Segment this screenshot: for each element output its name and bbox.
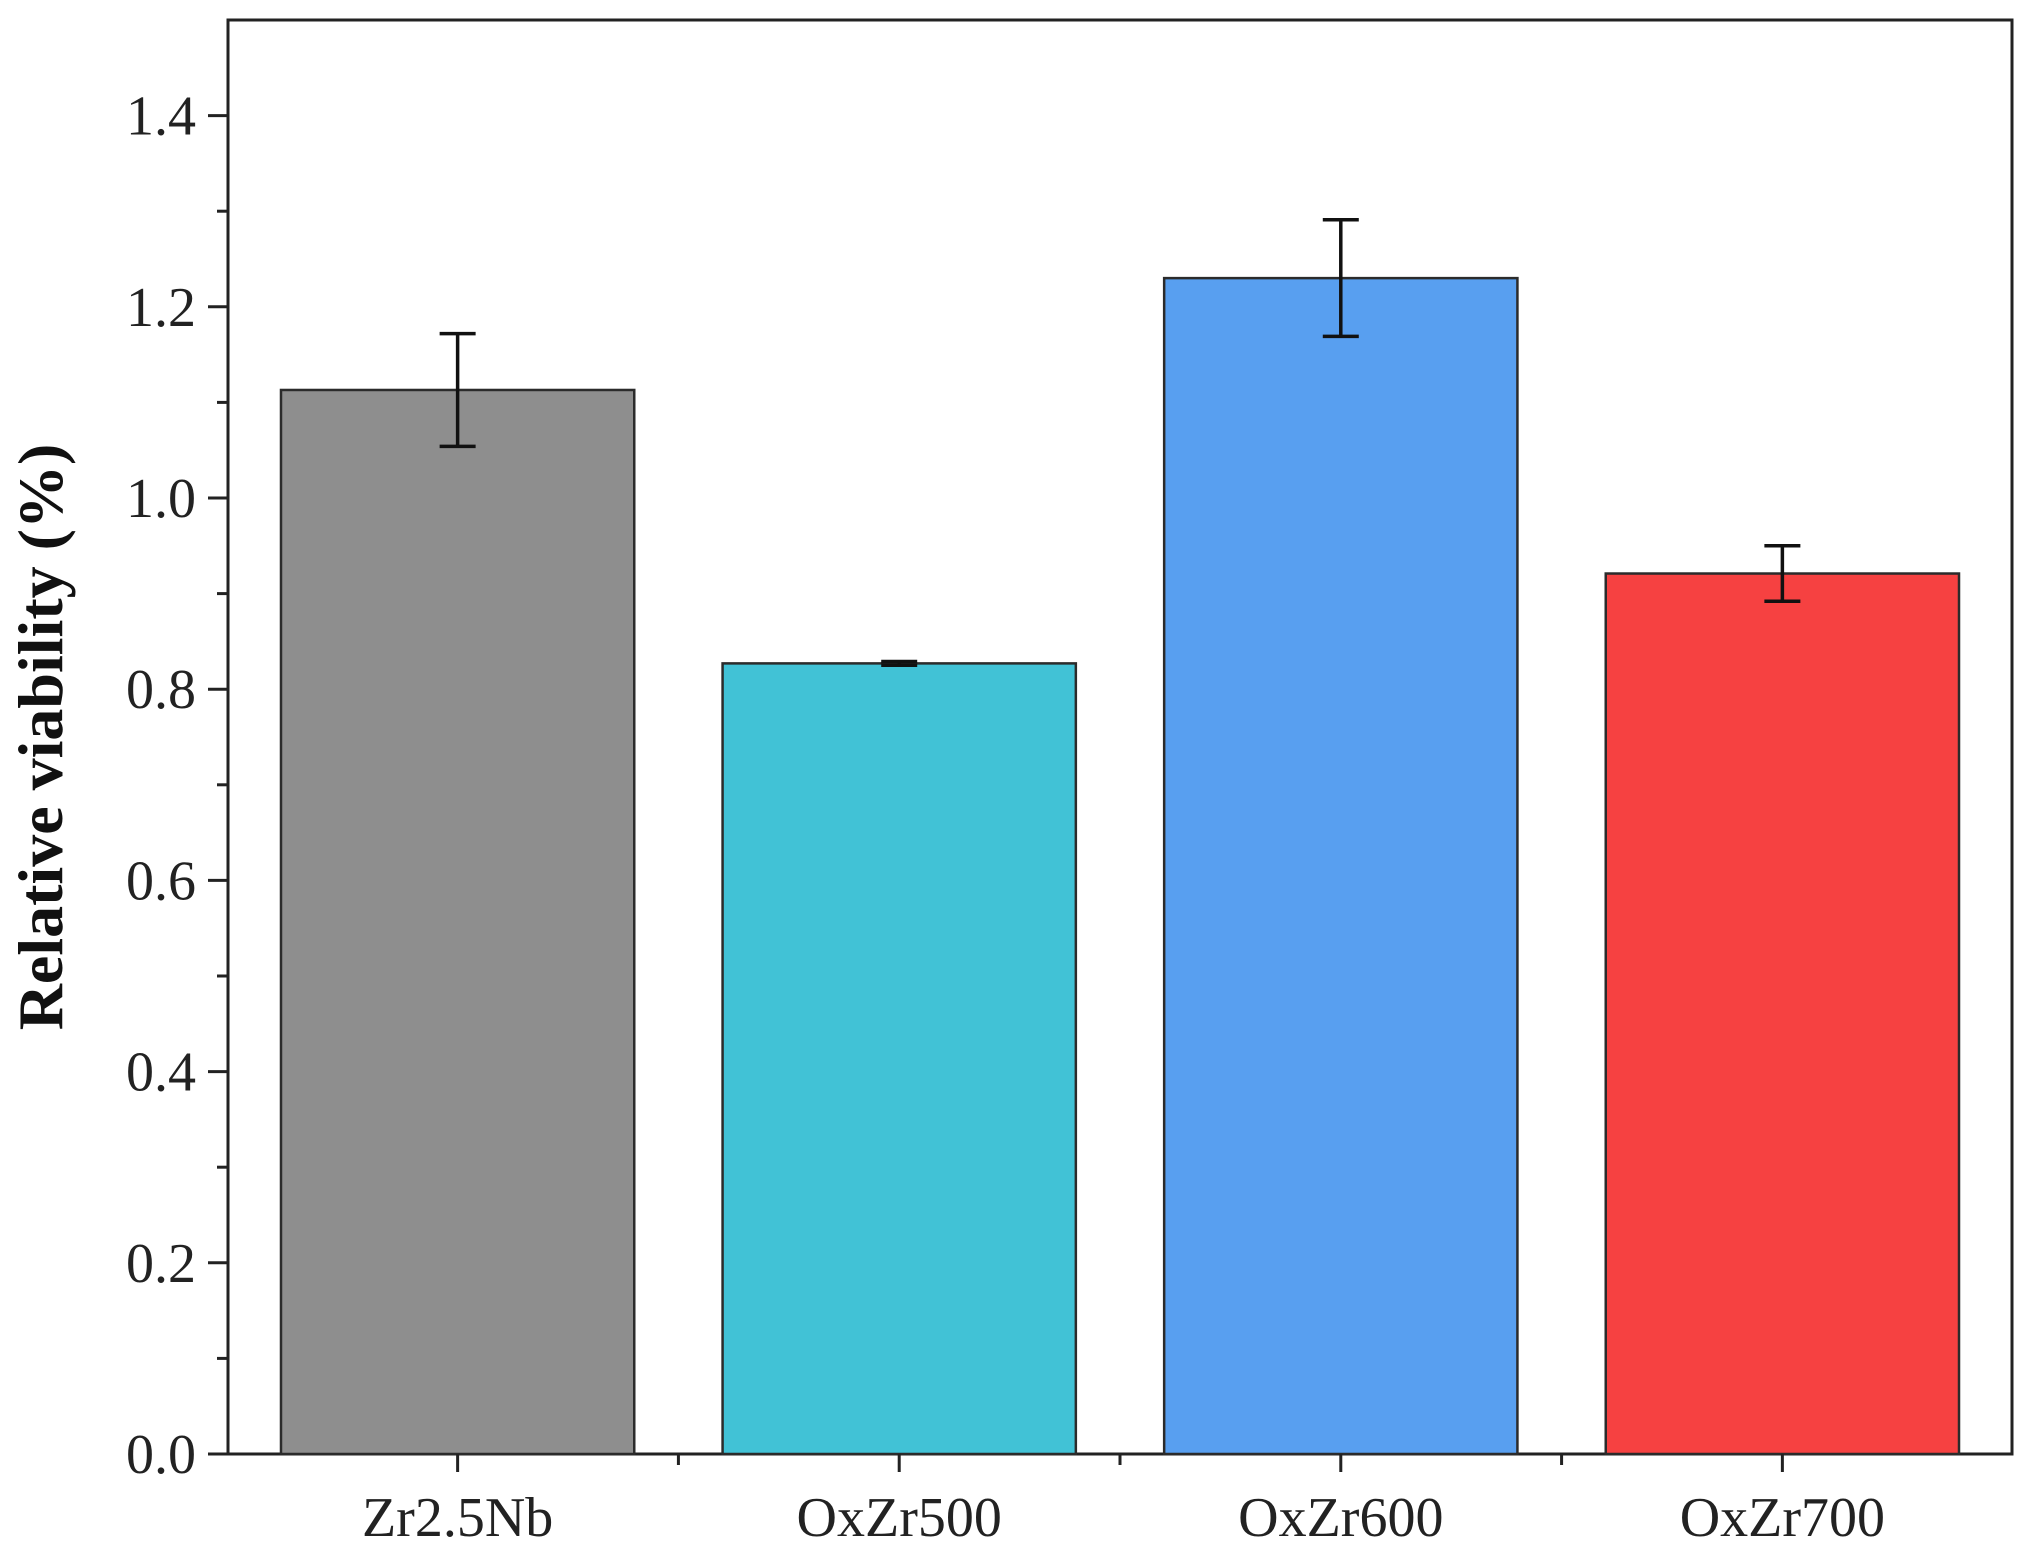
y-tick-label: 1.0 [126,468,196,530]
bars-layer [279,276,1961,1456]
y-tick-label: 0.6 [126,850,196,912]
y-tick-label: 0.2 [126,1233,196,1295]
y-axis-title: Relative viability (%) [5,444,76,1031]
y-tick-label: 0.4 [126,1042,196,1104]
x-axis: Zr2.5Nb OxZr500 OxZr600 OxZr700 [362,1454,1885,1549]
bar-oxzr500 [721,662,1078,1456]
x-tick-label: OxZr600 [1238,1487,1443,1549]
bar-oxzr600 [1162,276,1519,1456]
y-tick-label: 0.8 [126,659,196,721]
x-tick-label: Zr2.5Nb [362,1487,553,1549]
x-tick-label: OxZr700 [1680,1487,1885,1549]
errorbar-layer [439,218,1801,668]
bar-zr2-5nb [279,388,636,1456]
y-axis: 0.0 0.2 0.4 0.6 0.8 1.0 1.2 1.4 [126,86,228,1486]
y-tick-label: 1.4 [126,86,196,148]
bar-oxzr700 [1604,572,1961,1456]
y-tick-label: 0.0 [126,1424,196,1486]
x-tick-label: OxZr500 [797,1487,1002,1549]
y-tick-label: 1.2 [126,277,196,339]
